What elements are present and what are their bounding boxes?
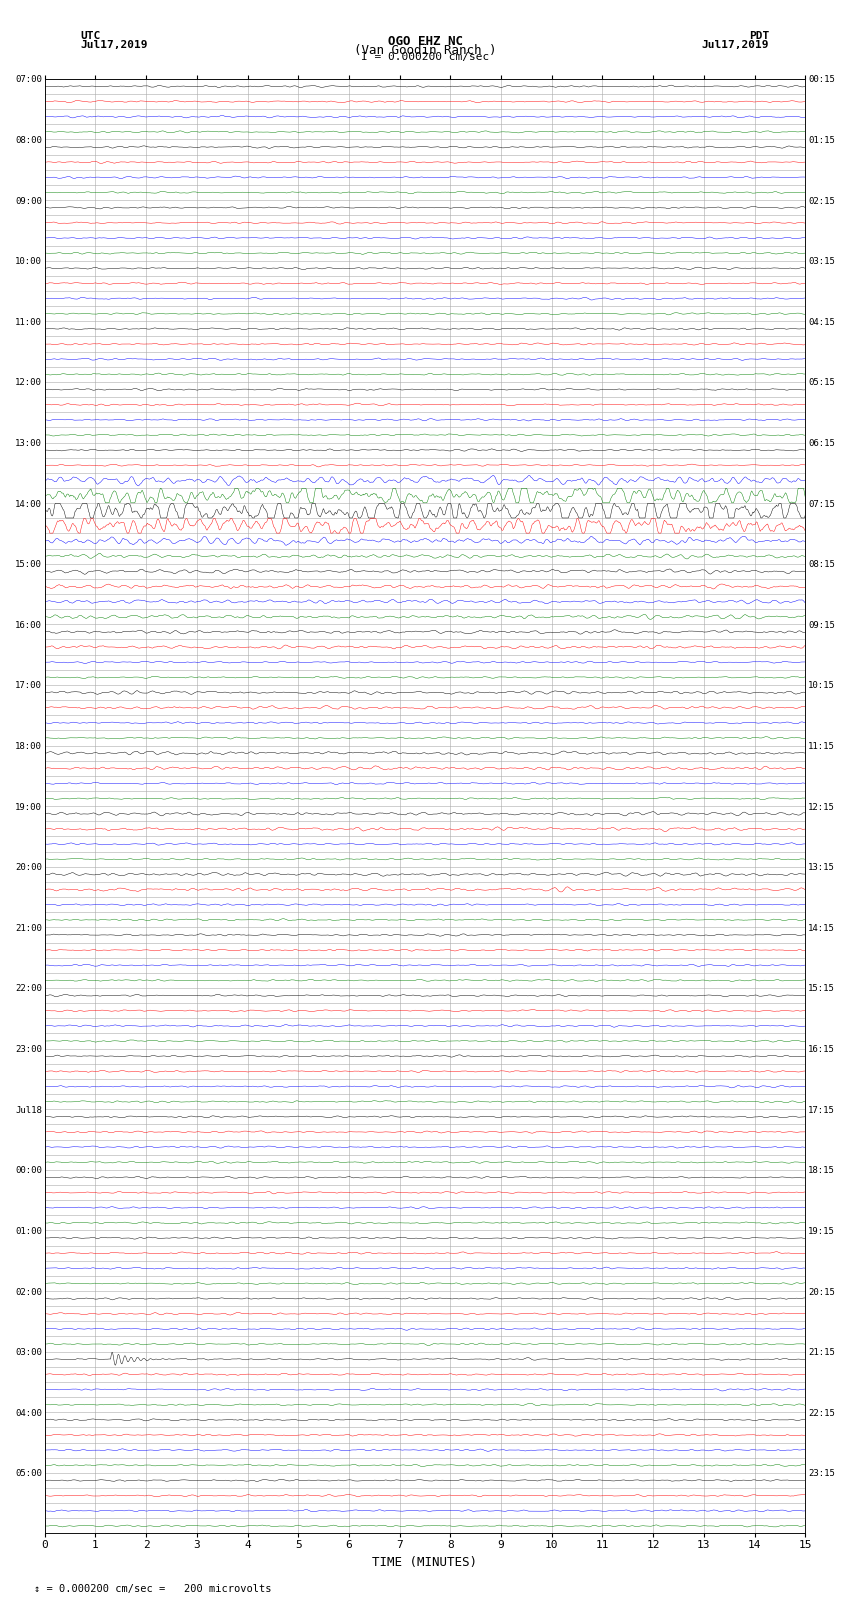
- Text: Jul17,2019: Jul17,2019: [702, 40, 769, 50]
- Text: PDT: PDT: [749, 31, 769, 40]
- Text: OGO EHZ NC: OGO EHZ NC: [388, 35, 462, 48]
- Text: Jul17,2019: Jul17,2019: [81, 40, 148, 50]
- Text: ↕ = 0.000200 cm/sec =   200 microvolts: ↕ = 0.000200 cm/sec = 200 microvolts: [34, 1584, 271, 1594]
- Text: UTC: UTC: [81, 31, 101, 40]
- Text: (Van Goodin Ranch ): (Van Goodin Ranch ): [354, 44, 496, 56]
- X-axis label: TIME (MINUTES): TIME (MINUTES): [372, 1557, 478, 1569]
- Text: I = 0.000200 cm/sec: I = 0.000200 cm/sec: [361, 52, 489, 61]
